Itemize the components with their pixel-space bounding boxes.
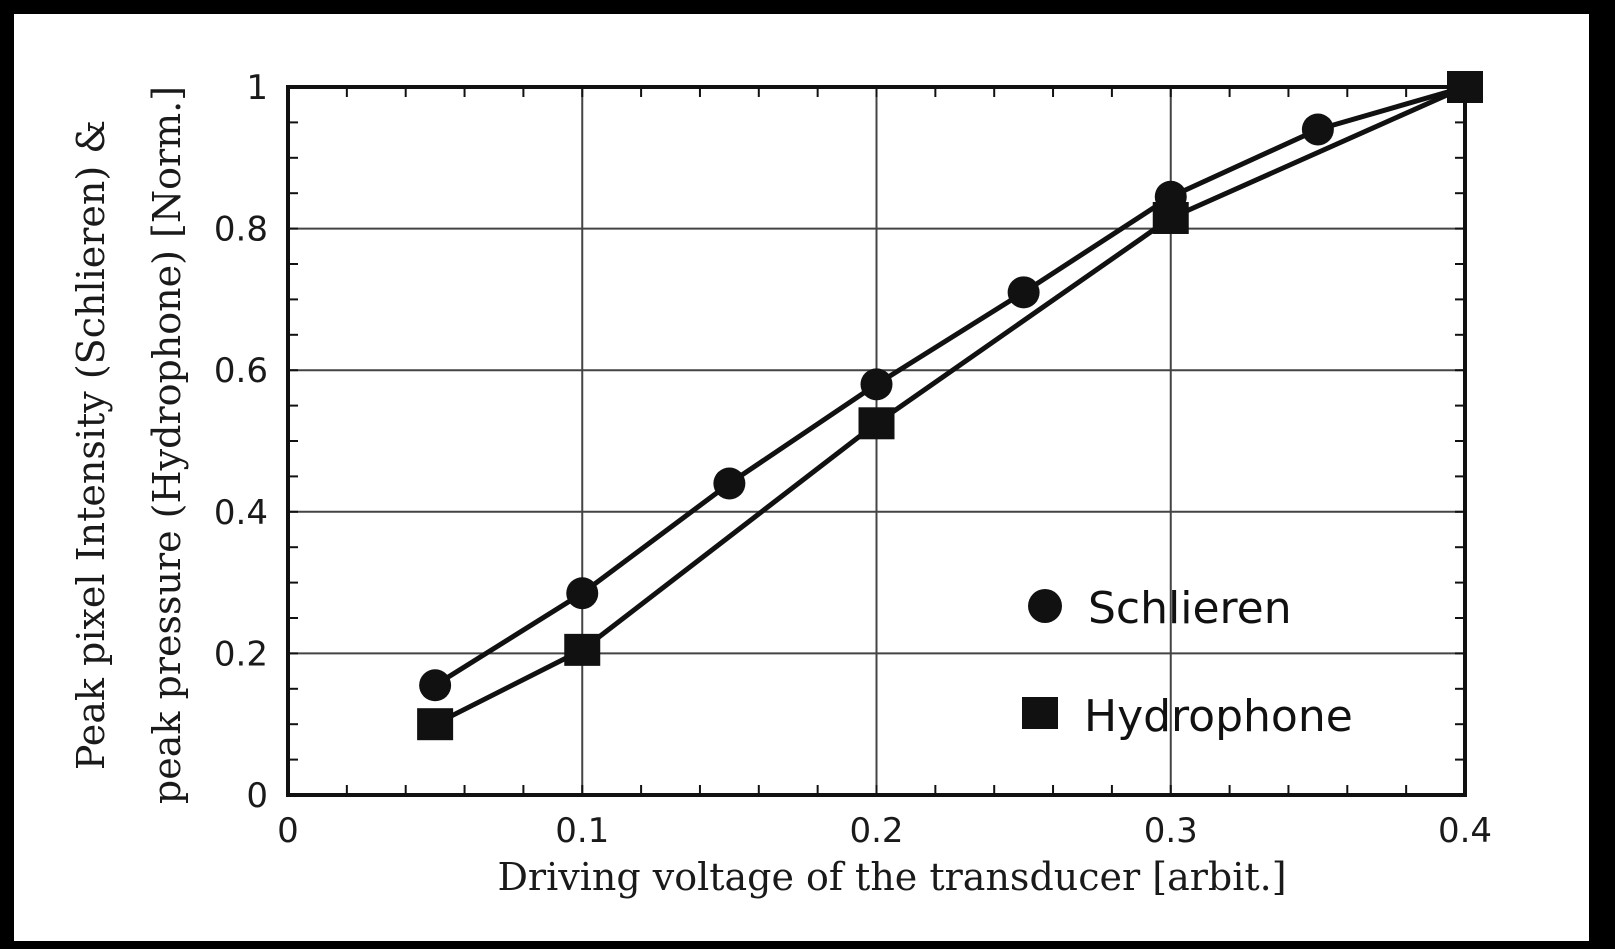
series-line xyxy=(433,84,1467,727)
y-tick-label: 0.6 xyxy=(214,351,268,391)
legend-marker-square xyxy=(1022,697,1058,729)
series-layer xyxy=(417,71,1483,741)
x-tick-label: 0.2 xyxy=(849,811,903,851)
y-tick-label: 0.8 xyxy=(214,210,268,250)
y-tick-label: 0.2 xyxy=(214,634,268,674)
series-line xyxy=(433,84,1466,688)
data-point-circle xyxy=(860,368,893,401)
legend-marker-circle xyxy=(1028,589,1062,623)
data-point-circle xyxy=(1301,113,1334,146)
x-tick-label: 0 xyxy=(277,811,299,851)
x-tick-label: 0.3 xyxy=(1144,811,1198,851)
legend-label-hydrophone: Hydrophone xyxy=(1084,691,1353,742)
legend-label-schlieren: Schlieren xyxy=(1088,583,1292,634)
legend-entry-hydrophone: Hydrophone xyxy=(1022,691,1353,742)
y-axis-title: Peak pixel Intensity (Schlieren) & xyxy=(69,120,113,770)
data-point-circle xyxy=(566,577,599,610)
grid-lines xyxy=(288,87,1465,795)
series-schlieren xyxy=(419,71,1481,702)
axis-ticks xyxy=(287,86,1466,796)
y-tick-label: 1 xyxy=(246,68,268,108)
data-point-square xyxy=(1447,71,1483,103)
legend-entry-schlieren: Schlieren xyxy=(1028,583,1292,634)
y-tick-label: 0.4 xyxy=(214,493,268,533)
y-axis-tick-labels: 0 0.2 0.4 0.6 0.8 1 xyxy=(214,68,268,816)
data-point-square xyxy=(564,633,601,666)
x-axis-title: Driving voltage of the transducer [arbit… xyxy=(497,855,1286,899)
data-point-square xyxy=(417,708,454,741)
y-axis-title-line2: peak pressure (Hydrophone) [Norm.] xyxy=(145,86,189,804)
data-point-square xyxy=(858,407,895,440)
y-axis-title-line1: Peak pixel Intensity (Schlieren) & xyxy=(69,120,113,770)
x-tick-label: 0.4 xyxy=(1438,811,1492,851)
data-point-circle xyxy=(1007,276,1040,309)
data-point-circle xyxy=(419,669,452,702)
y-tick-label: 0 xyxy=(246,776,268,816)
x-tick-label: 0.1 xyxy=(555,811,609,851)
series-hydrophone xyxy=(417,71,1483,741)
legend: Schlieren Hydrophone xyxy=(1022,583,1353,742)
data-point-circle xyxy=(713,467,746,500)
y-axis-title-2: peak pressure (Hydrophone) [Norm.] xyxy=(145,86,189,804)
data-point-square xyxy=(1152,201,1189,234)
x-axis-tick-labels: 0 0.1 0.2 0.3 0.4 xyxy=(277,811,1492,851)
